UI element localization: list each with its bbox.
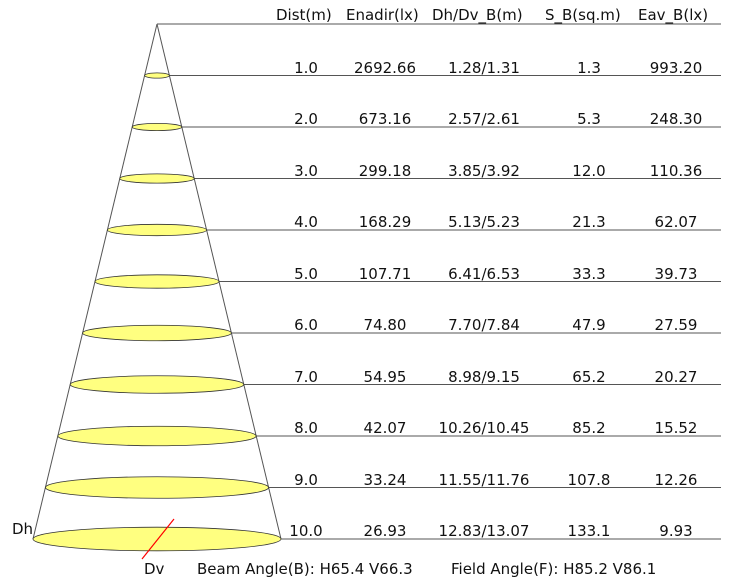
cell-enadir: 673.16 <box>358 110 412 128</box>
cell-eav: 62.07 <box>654 213 698 231</box>
cell-dhdv: 8.98/9.15 <box>448 367 520 386</box>
beam-ellipse <box>57 425 257 447</box>
field-angle-label: Field Angle(F): H85.2 V86.1 <box>451 560 657 578</box>
cell-eav: 12.26 <box>654 470 698 489</box>
cell-dist: 9.0 <box>294 470 318 489</box>
cell-eav: 9.93 <box>659 522 693 540</box>
cell-dhdv: 11.55/11.76 <box>438 470 530 489</box>
header-s-b: S_B(sq.m) <box>545 6 621 24</box>
header-eav: Eav_B(lx) <box>638 6 709 24</box>
cell-enadir: 168.29 <box>358 213 412 231</box>
cell-sb: 133.1 <box>567 522 611 540</box>
dv-dimension-line <box>141 518 175 560</box>
cell-sb: 21.3 <box>572 213 606 231</box>
cell-dist: 7.0 <box>294 367 318 386</box>
cell-enadir: 33.24 <box>363 470 407 489</box>
cell-dist: 10.0 <box>289 522 323 540</box>
cell-eav: 248.30 <box>649 110 703 128</box>
cell-sb: 85.2 <box>572 419 606 437</box>
cell-enadir: 54.95 <box>363 367 407 386</box>
cell-dhdv: 2.57/2.61 <box>448 110 520 128</box>
cell-enadir: 42.07 <box>363 419 407 437</box>
cell-enadir: 26.93 <box>363 522 407 540</box>
cell-dist: 1.0 <box>294 58 318 77</box>
cell-dhdv: 7.70/7.84 <box>448 316 520 334</box>
cell-dist: 4.0 <box>294 213 318 231</box>
cell-dist: 2.0 <box>294 110 318 128</box>
cell-eav: 39.73 <box>654 264 698 283</box>
beam-ellipse <box>82 324 232 342</box>
cell-sb: 12.0 <box>572 161 606 180</box>
beam-angle-label: Beam Angle(B): H65.4 V66.3 <box>197 560 413 578</box>
cell-enadir: 107.71 <box>358 264 412 283</box>
header-dist: Dist(m) <box>276 6 332 24</box>
cell-dhdv: 1.28/1.31 <box>448 58 520 77</box>
beam-ellipse <box>119 173 195 184</box>
cell-dhdv: 12.83/13.07 <box>438 522 530 540</box>
cell-enadir: 299.18 <box>358 161 412 180</box>
cell-dhdv: 5.13/5.23 <box>448 213 520 231</box>
beam-ellipse <box>32 526 282 552</box>
dv-label: Dv <box>144 560 165 578</box>
cell-eav: 993.20 <box>649 58 703 77</box>
cell-eav: 15.52 <box>654 419 698 437</box>
cell-dist: 3.0 <box>294 161 318 180</box>
cell-sb: 65.2 <box>572 367 606 386</box>
header-dh-dv: Dh/Dv_B(m) <box>432 6 523 24</box>
beam-rings <box>32 72 721 552</box>
cell-sb: 47.9 <box>572 316 606 334</box>
cell-sb: 107.8 <box>567 470 611 489</box>
cell-dist: 6.0 <box>294 316 318 334</box>
header-enadir: Enadir(lx) <box>346 6 419 24</box>
cell-sb: 1.3 <box>577 58 601 77</box>
beam-ellipse <box>144 72 170 79</box>
cell-enadir: 74.80 <box>363 316 407 334</box>
beam-ellipse <box>45 476 269 499</box>
cell-eav: 20.27 <box>654 367 698 386</box>
cell-eav: 110.36 <box>649 161 703 180</box>
beam-ellipse <box>131 122 183 132</box>
cell-enadir: 2692.66 <box>353 58 417 77</box>
dh-label: Dh <box>12 520 34 538</box>
cell-dhdv: 3.85/3.92 <box>448 161 520 180</box>
cell-eav: 27.59 <box>654 316 698 334</box>
cell-dist: 8.0 <box>294 419 318 437</box>
beam-ellipse <box>107 223 207 237</box>
cell-sb: 5.3 <box>577 110 601 128</box>
beam-ellipse <box>69 375 245 394</box>
cell-sb: 33.3 <box>572 264 606 283</box>
cell-dhdv: 10.26/10.45 <box>438 419 530 437</box>
cell-dist: 5.0 <box>294 264 318 283</box>
cell-dhdv: 6.41/6.53 <box>448 264 520 283</box>
beam-ellipse <box>94 274 220 289</box>
